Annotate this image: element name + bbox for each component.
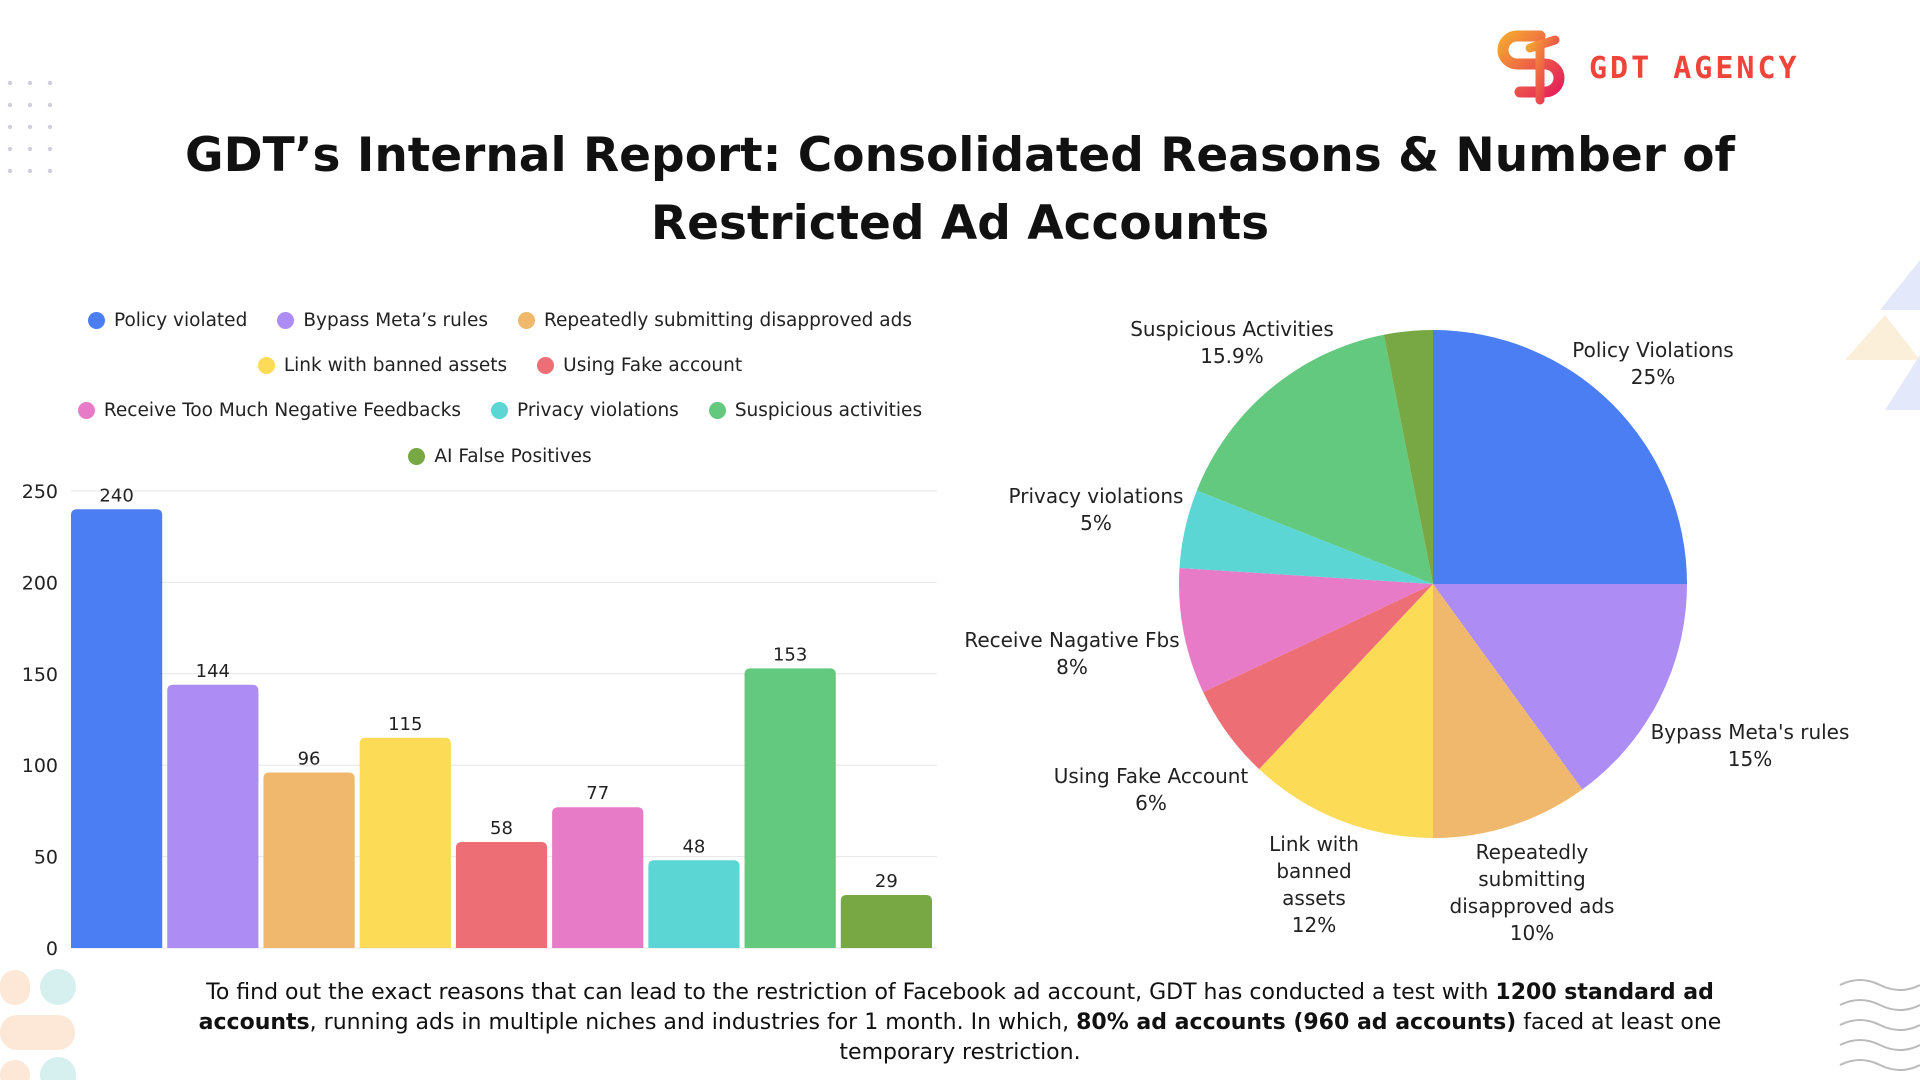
legend-swatch bbox=[537, 357, 555, 374]
y-tick-label: 50 bbox=[34, 847, 58, 869]
legend-swatch bbox=[490, 402, 508, 419]
legend-swatch bbox=[77, 402, 95, 419]
bar bbox=[648, 860, 740, 948]
legend-row: Link with banned assets Using Fake accoun… bbox=[60, 355, 940, 376]
pie-slice bbox=[1259, 584, 1433, 838]
pie-label-link: Link with banned assets 12% bbox=[1269, 832, 1359, 937]
bar-value-label: 58 bbox=[490, 818, 513, 839]
pie-label-repeat: Repeatedly submitting disapproved ads 10% bbox=[1449, 840, 1615, 945]
pie-slice bbox=[1179, 490, 1433, 584]
bar bbox=[552, 807, 644, 948]
bar-value-label: 240 bbox=[99, 485, 133, 506]
legend-item: Policy violated bbox=[87, 310, 248, 331]
legend-label: AI False Positives bbox=[434, 446, 592, 467]
legend-swatch bbox=[277, 312, 295, 329]
pie-label-privacy: Privacy violations 5% bbox=[1008, 484, 1184, 535]
bar bbox=[263, 772, 355, 948]
title-line-2: Restricted Ad Accounts bbox=[650, 196, 1270, 251]
legend-item: AI False Positives bbox=[408, 446, 592, 467]
legend-label: Policy violated bbox=[113, 310, 248, 331]
legend-item: Using Fake account bbox=[537, 355, 742, 376]
title-line-1: GDT’s Internal Report: Consolidated Reas… bbox=[185, 128, 1735, 183]
legend-item: Privacy violations bbox=[490, 400, 679, 421]
bar bbox=[840, 894, 932, 948]
pie-slice bbox=[1433, 584, 1687, 790]
bar-value-label: 48 bbox=[682, 836, 705, 857]
legend-item: Repeatedly submitting disapproved ads bbox=[518, 310, 912, 331]
legend-label: Repeatedly submitting disapproved ads bbox=[544, 310, 913, 331]
legend-label: Bypass Meta’s rules bbox=[303, 310, 489, 331]
pie-slice bbox=[1383, 330, 1433, 584]
legend-swatch bbox=[708, 402, 726, 419]
y-tick-label: 100 bbox=[22, 755, 58, 777]
legend-label: Using Fake account bbox=[563, 355, 743, 376]
pie-label-suspicious: Suspicious Activities 15.9% bbox=[1130, 317, 1334, 368]
bar-value-label: 153 bbox=[773, 644, 807, 665]
pie-label-bypass: Bypass Meta's rules 15% bbox=[1650, 720, 1850, 771]
bar-chart: 0 50 100 150 200 250 240 144 96 115 58 77 48 153 29 bbox=[22, 481, 937, 960]
legend-item: Receive Too Much Negative Feedbacks bbox=[77, 400, 461, 421]
y-tick-label: 150 bbox=[22, 664, 58, 686]
pie-label-policy: Policy Violations 25% bbox=[1572, 338, 1734, 389]
bar-value-label: 144 bbox=[196, 661, 230, 682]
legend-swatch bbox=[518, 312, 536, 329]
blob-decoration bbox=[0, 969, 76, 1080]
triangle-decoration bbox=[1845, 260, 1920, 410]
gdt-agency-logo: GDT AGENCY bbox=[1495, 28, 1800, 108]
legend-swatch bbox=[257, 357, 275, 374]
bar bbox=[359, 737, 451, 948]
page-title: GDT’s Internal Report: Consolidated Reas… bbox=[0, 122, 1920, 258]
bar-value-label: 29 bbox=[875, 871, 898, 892]
legend-item: Bypass Meta’s rules bbox=[277, 310, 488, 331]
pie-slice bbox=[1433, 330, 1687, 584]
legend-row: AI False Positives bbox=[60, 446, 940, 467]
legend-label: Receive Too Much Negative Feedbacks bbox=[103, 400, 461, 421]
bar bbox=[71, 509, 163, 948]
pie-label-fake: Using Fake Account 6% bbox=[1053, 764, 1249, 815]
legend-swatch bbox=[87, 312, 105, 329]
legend-label: Link with banned assets bbox=[283, 355, 508, 376]
bar-value-label: 115 bbox=[388, 714, 422, 735]
bar-value-label: 96 bbox=[298, 749, 321, 770]
bar bbox=[167, 684, 259, 948]
wave-lines-decoration bbox=[1839, 979, 1920, 1071]
legend-row: Policy violated Bypass Meta’s rules Repeat… bbox=[60, 310, 940, 331]
legend-item: Suspicious activities bbox=[708, 400, 923, 421]
pie-slice bbox=[1196, 334, 1433, 584]
legend-label: Privacy violations bbox=[516, 400, 679, 421]
pie-chart bbox=[1179, 330, 1687, 838]
legend-row: Receive Too Much Negative Feedbacks Priva… bbox=[60, 400, 940, 421]
legend-swatch bbox=[408, 448, 426, 465]
gdt-logo-icon bbox=[1497, 30, 1565, 105]
y-tick-label: 250 bbox=[22, 481, 58, 503]
y-tick-label: 200 bbox=[22, 572, 58, 594]
logo-text: GDT AGENCY bbox=[1589, 50, 1800, 86]
legend-item: Link with banned assets bbox=[257, 355, 508, 376]
pie-slice bbox=[1179, 568, 1433, 693]
footer-description: To find out the exact reasons that can l… bbox=[198, 980, 1722, 1065]
pie-slice bbox=[1203, 584, 1433, 770]
y-tick-label: 0 bbox=[46, 938, 58, 960]
dot-grid-decoration bbox=[7, 80, 53, 174]
bar bbox=[455, 841, 548, 948]
bar-value-label: 77 bbox=[586, 783, 609, 804]
legend-label: Suspicious activities bbox=[734, 400, 923, 421]
bar bbox=[744, 668, 836, 948]
pie-label-negative: Receive Nagative Fbs 8% bbox=[964, 628, 1180, 679]
pie-slice bbox=[1433, 584, 1583, 838]
